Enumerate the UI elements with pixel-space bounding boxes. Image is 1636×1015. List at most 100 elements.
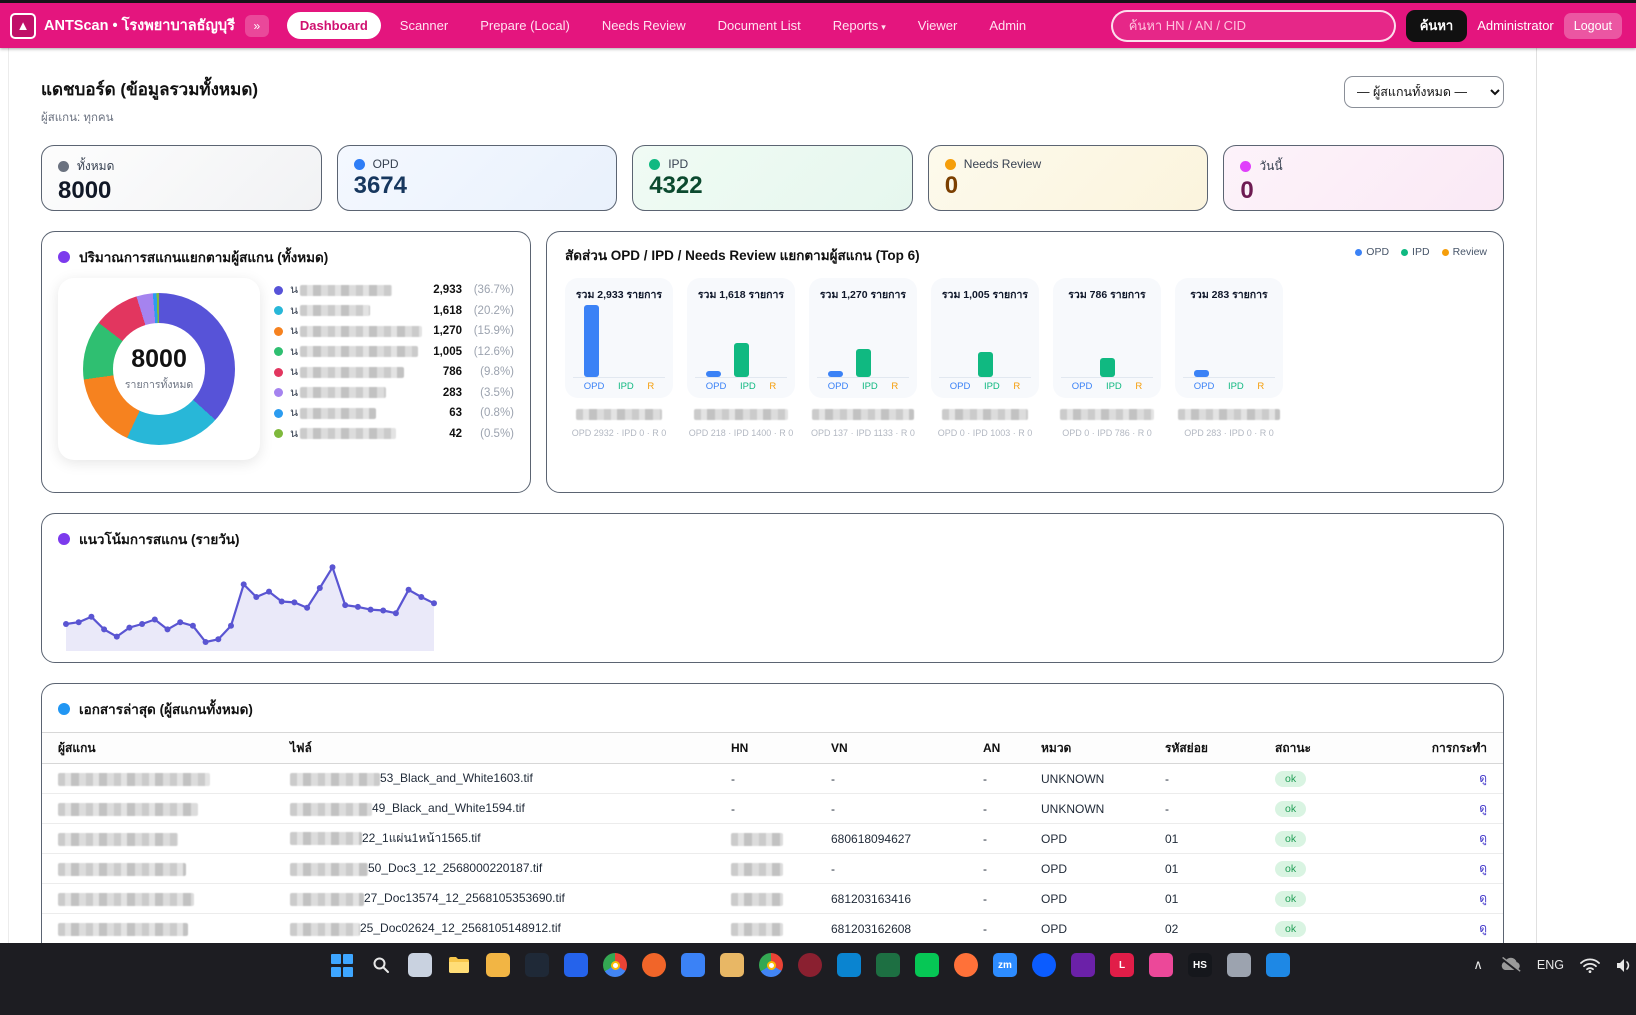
search-input[interactable] xyxy=(1110,9,1396,42)
search-button[interactable]: ค้นหา xyxy=(1405,9,1468,42)
legend-name-prefix: น xyxy=(290,325,298,338)
onedrive-icon[interactable] xyxy=(1499,957,1521,973)
app-dark-terminal-icon[interactable] xyxy=(525,953,549,977)
view-document-link[interactable]: ดู xyxy=(1479,891,1487,905)
excel-icon[interactable] xyxy=(876,953,900,977)
language-indicator[interactable]: ENG xyxy=(1536,958,1564,972)
wifi-icon[interactable] xyxy=(1580,958,1600,973)
bar-ipd xyxy=(977,352,993,377)
donut-legend: น 2,933 (36.7%) น 1,618 (20.2%) น 1,270 (15.9%) น… xyxy=(274,278,514,460)
view-document-link[interactable]: ดู xyxy=(1479,921,1487,935)
legend-percent: (3.5%) xyxy=(480,386,514,399)
nav-items: Dashboard Scanner Prepare (Local) Needs Rev… xyxy=(286,12,1111,39)
cell-action: ดู xyxy=(1415,769,1487,788)
line-icon[interactable] xyxy=(915,953,939,977)
file-name: 50_Doc3_12_2568000220187.tif xyxy=(368,861,543,876)
scanner-filter-select[interactable]: — ผู้สแกนทั้งหมด — xyxy=(1344,76,1504,108)
task-view-icon[interactable] xyxy=(408,953,432,977)
legend-name-prefix: น xyxy=(290,366,298,379)
app-blue-doc-icon[interactable] xyxy=(681,953,705,977)
view-document-link[interactable]: ดู xyxy=(1479,771,1487,785)
nav-item-admin[interactable]: Admin xyxy=(989,18,1027,33)
app-yellow-icon[interactable] xyxy=(486,953,510,977)
mini-chart-bars xyxy=(1061,303,1153,378)
column-header: รหัสย่อย xyxy=(1165,740,1208,755)
sidebar-collapse-button[interactable]: » xyxy=(244,14,269,37)
redacted-name xyxy=(58,802,198,816)
volume-icon[interactable] xyxy=(1616,958,1634,973)
app-orange-circle-icon[interactable] xyxy=(642,953,666,977)
mini-chart-footer: OPD 2932 · IPD 0 · R 0 xyxy=(565,406,673,438)
opd-ipd-panel: สัดส่วน OPD / IPD / Needs Review แยกตามผ… xyxy=(546,231,1504,493)
file-explorer-icon[interactable] xyxy=(447,953,471,977)
app-folder-icon[interactable] xyxy=(720,953,744,977)
tray-chevron-up-icon[interactable]: ∧ xyxy=(1473,957,1483,972)
column-header: VN xyxy=(831,741,848,755)
app-blue-circle-icon[interactable] xyxy=(1032,953,1056,977)
x-label-opd: OPD xyxy=(583,381,605,392)
bar-slot xyxy=(1098,358,1116,377)
chevron-down-icon: ▾ xyxy=(881,22,886,32)
printer-icon[interactable] xyxy=(1227,953,1251,977)
nav-item-reports[interactable]: Reports ▾ xyxy=(832,18,886,33)
mini-chart-card: รวม 1,005 รายการ OPD IPD R xyxy=(931,278,1039,398)
mini-chart-x-labels: OPD IPD R xyxy=(1183,381,1275,392)
app-pink-icon[interactable] xyxy=(1149,953,1173,977)
app-hs-icon[interactable]: HS xyxy=(1188,953,1212,977)
vscode-icon[interactable] xyxy=(837,953,861,977)
redacted-name xyxy=(300,366,404,378)
legend-percent: (20.2%) xyxy=(473,304,514,317)
nav-item-scanner[interactable]: Scanner xyxy=(399,18,449,33)
app-blue-square-icon[interactable] xyxy=(564,953,588,977)
app-red-l-icon[interactable]: L xyxy=(1110,953,1134,977)
chrome-icon[interactable] xyxy=(759,953,783,977)
legend-item: น 1,270 (15.9%) xyxy=(274,321,514,342)
nav-item-needs-review[interactable]: Needs Review xyxy=(601,18,686,33)
mini-chart-3: รวม 1,005 รายการ OPD IPD R OPD 0 · IPD 1003 … xyxy=(931,278,1039,438)
mini-chart-4: รวม 786 รายการ OPD IPD R OPD 0 · IPD 786 · R… xyxy=(1053,278,1161,438)
mini-chart-x-labels: OPD IPD R xyxy=(1061,381,1153,392)
mini-chart-footer: OPD 0 · IPD 1003 · R 0 xyxy=(931,406,1039,438)
table-row: 53_Black_and_White1603.tif - - - UNKNOWN - ok ด… xyxy=(42,764,1503,794)
view-document-link[interactable]: ดู xyxy=(1479,861,1487,875)
x-label-r: R xyxy=(1135,381,1143,392)
nav-item-viewer[interactable]: Viewer xyxy=(917,18,958,33)
mini-chart-card: รวม 786 รายการ OPD IPD R xyxy=(1053,278,1161,398)
cell-file: 27_Doc13574_12_2568105353690.tif xyxy=(290,891,731,906)
search-taskbar-icon[interactable] xyxy=(369,953,393,977)
nav-item-dashboard[interactable]: Dashboard xyxy=(286,12,381,39)
mini-chart-caption: OPD 137 · IPD 1133 · R 0 xyxy=(811,428,915,438)
cell-action: ดู xyxy=(1415,889,1487,908)
cell-hn xyxy=(731,861,831,876)
firefox-icon[interactable] xyxy=(954,953,978,977)
bar-opd xyxy=(705,371,721,377)
stat-card-3: Needs Review 0 xyxy=(927,145,1209,211)
table-row: 27_Doc13574_12_2568105353690.tif 68120316… xyxy=(42,884,1503,914)
app-darkred-circle-icon[interactable] xyxy=(798,953,822,977)
cell-status: ok xyxy=(1275,800,1415,817)
app-purple-icon[interactable] xyxy=(1071,953,1095,977)
logout-button[interactable]: Logout xyxy=(1563,12,1622,39)
redacted-hn xyxy=(731,832,783,846)
view-document-link[interactable]: ดู xyxy=(1479,831,1487,845)
stat-label: Needs Review xyxy=(963,157,1042,171)
nav-item-prepare-local-[interactable]: Prepare (Local) xyxy=(480,18,570,33)
start-button-icon[interactable] xyxy=(330,953,354,977)
zoom-icon[interactable]: zm xyxy=(993,953,1017,977)
view-document-link[interactable]: ดู xyxy=(1479,801,1487,815)
nav-item-document-list[interactable]: Document List xyxy=(717,18,801,33)
redacted-name xyxy=(300,346,418,358)
table-header-row: ผู้สแกน ไฟล์ HN VN AN หมวด รหัสย่อย สถานะ การกระ… xyxy=(42,732,1503,764)
x-label-ipd: IPD xyxy=(617,381,634,392)
app-shield-icon[interactable] xyxy=(1266,953,1290,977)
cell-hn: - xyxy=(731,801,735,816)
stat-value: 0 xyxy=(944,172,959,199)
legend-name-prefix: น xyxy=(290,284,298,297)
redacted-hn xyxy=(731,922,783,936)
stat-card-4: วันนี้ 0 xyxy=(1223,145,1504,211)
legend-dot-icon xyxy=(274,429,284,439)
trend-line-chart xyxy=(58,554,1487,661)
chrome-icon[interactable] xyxy=(603,953,627,977)
redacted-name xyxy=(694,409,788,421)
nav-right: ค้นหา Administrator Logout xyxy=(1110,9,1622,42)
